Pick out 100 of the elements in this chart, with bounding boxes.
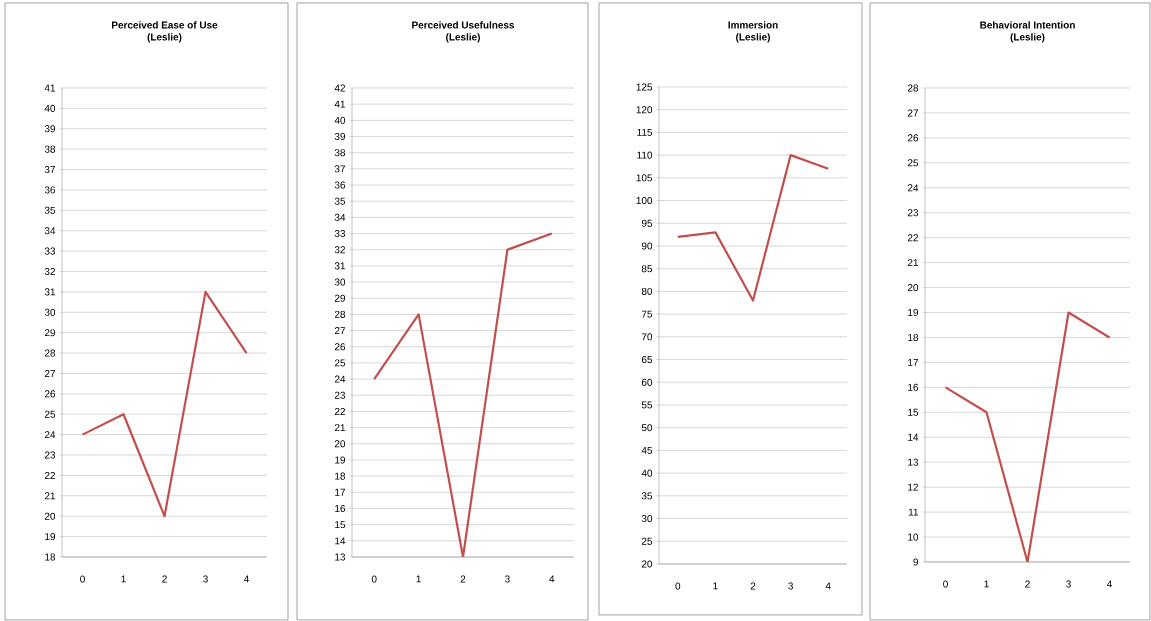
- chart-subtitle: (Leslie): [147, 33, 182, 43]
- y-tick-label: 95: [641, 219, 653, 227]
- y-tick-label: 33: [334, 230, 346, 238]
- x-tick-label: 1: [416, 575, 421, 583]
- y-tick-label: 40: [641, 469, 653, 477]
- x-tick-label: 0: [80, 575, 85, 583]
- y-tick-label: 32: [44, 267, 55, 276]
- chart-title: Behavioral Intention: [980, 21, 1075, 29]
- x-tick-label: 3: [788, 582, 793, 590]
- y-tick-label: 40: [44, 104, 56, 112]
- line-series: [373, 232, 553, 557]
- chart-subtitle: (Leslie): [446, 33, 480, 43]
- y-tick-label: 38: [44, 145, 56, 153]
- y-tick-label: 14: [335, 537, 346, 545]
- y-tick-label: 25: [641, 537, 653, 545]
- y-tick-label: 27: [44, 369, 55, 377]
- y-tick-label: 18: [908, 333, 919, 341]
- line-series: [81, 290, 248, 518]
- y-tick-label: 26: [334, 343, 346, 351]
- x-tick-label: 0: [371, 575, 377, 583]
- y-tick-label: 60: [641, 378, 653, 386]
- y-tick-label: 24: [907, 184, 919, 192]
- y-tick-label: 40: [334, 116, 346, 124]
- y-tick-label: 28: [334, 310, 346, 318]
- y-tick-label: 12: [908, 483, 918, 491]
- y-tick-label: 13: [335, 553, 346, 561]
- y-tick-label: 22: [44, 471, 55, 479]
- y-tick-label: 9: [913, 558, 919, 566]
- y-tick-label: 21: [334, 424, 346, 432]
- y-tick-label: 24: [334, 375, 346, 383]
- y-tick-label: 13: [908, 458, 919, 466]
- y-tick-label: 31: [44, 288, 56, 296]
- y-tick-label: 25: [907, 159, 919, 167]
- x-tick-label: 4: [825, 582, 831, 590]
- y-tick-label: 37: [334, 165, 345, 173]
- y-tick-label: 23: [907, 209, 919, 217]
- y-tick-label: 32: [334, 246, 345, 254]
- y-tick-label: 17: [908, 358, 918, 366]
- y-tick-label: 19: [335, 456, 346, 464]
- y-tick-label: 80: [641, 287, 653, 295]
- y-tick-label: 26: [907, 134, 919, 142]
- line-series: [944, 311, 1111, 562]
- x-tick-label: 1: [984, 580, 989, 588]
- y-tick-label: 35: [334, 197, 346, 205]
- y-tick-label: 17: [335, 488, 345, 496]
- y-tick-label: 27: [907, 109, 918, 117]
- y-tick-label: 23: [334, 391, 346, 399]
- y-tick-label: 90: [641, 242, 653, 250]
- y-tick-label: 120: [636, 106, 653, 114]
- y-tick-label: 21: [907, 259, 919, 267]
- y-tick-label: 25: [44, 410, 56, 418]
- y-tick-label: 125: [636, 83, 653, 91]
- y-tick-label: 105: [636, 174, 653, 182]
- y-tick-label: 19: [45, 533, 56, 541]
- y-tick-label: 39: [44, 125, 56, 133]
- y-tick-label: 115: [637, 128, 653, 136]
- y-tick-label: 15: [908, 408, 919, 416]
- y-tick-label: 19: [908, 308, 919, 317]
- x-tick-label: 0: [943, 580, 948, 588]
- y-tick-label: 100: [636, 197, 653, 205]
- y-tick-label: 33: [44, 247, 56, 255]
- y-tick-label: 45: [641, 446, 653, 454]
- y-tick-label: 21: [44, 492, 56, 500]
- y-tick-label: 42: [334, 84, 345, 92]
- x-tick-label: 4: [1106, 580, 1112, 588]
- x-tick-label: 4: [549, 575, 555, 583]
- y-tick-label: 39: [334, 132, 346, 141]
- chart-title: Perceived Usefulness: [412, 21, 515, 29]
- y-tick-label: 14: [908, 433, 919, 441]
- y-tick-label: 75: [641, 310, 653, 318]
- y-tick-label: 34: [334, 213, 346, 221]
- x-tick-label: 3: [505, 575, 510, 583]
- y-tick-label: 11: [908, 508, 919, 516]
- y-tick-label: 16: [335, 504, 346, 512]
- y-tick-label: 30: [44, 308, 56, 316]
- x-tick-label: 1: [121, 575, 126, 583]
- y-tick-label: 36: [334, 181, 346, 189]
- y-tick-label: 30: [641, 515, 653, 523]
- y-tick-label: 50: [641, 424, 653, 432]
- y-tick-label: 24: [44, 431, 56, 439]
- line-series: [676, 154, 830, 302]
- y-tick-label: 15: [335, 521, 346, 529]
- x-tick-label: 2: [1025, 580, 1030, 588]
- x-tick-label: 2: [162, 575, 167, 583]
- y-tick-label: 23: [44, 451, 56, 459]
- chart-subtitle: (Leslie): [1010, 33, 1045, 43]
- y-tick-label: 70: [641, 333, 653, 341]
- y-tick-label: 25: [334, 359, 346, 367]
- y-tick-label: 41: [44, 84, 56, 92]
- y-tick-label: 10: [908, 533, 919, 541]
- x-tick-label: 2: [750, 582, 756, 590]
- y-tick-label: 41: [334, 100, 346, 108]
- x-tick-label: 2: [460, 575, 466, 583]
- y-tick-label: 20: [334, 440, 346, 448]
- y-tick-label: 38: [334, 149, 346, 157]
- y-tick-label: 26: [44, 390, 56, 398]
- y-tick-label: 31: [334, 262, 346, 270]
- y-tick-label: 28: [907, 84, 919, 92]
- y-tick-label: 22: [334, 407, 345, 415]
- y-tick-label: 65: [641, 356, 653, 364]
